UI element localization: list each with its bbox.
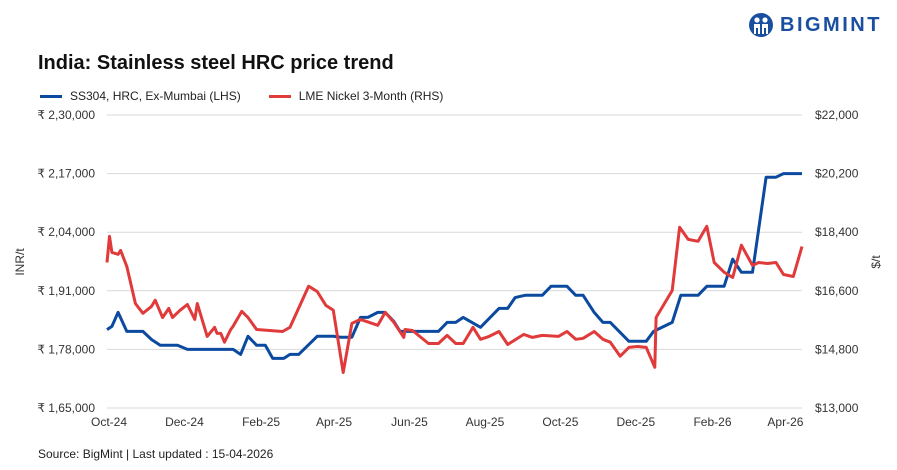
y-tick-right: $16,600 — [815, 284, 859, 298]
y-axis-right-label: $/t — [869, 255, 883, 269]
series-line-lme-nickel — [105, 224, 804, 374]
x-tick: Oct-25 — [542, 415, 578, 429]
y-tick-right: $22,000 — [815, 108, 859, 122]
y-tick-left: ₹ 1,91,000 — [37, 284, 95, 298]
y-tick-left: ₹ 1,78,000 — [37, 342, 95, 356]
y-tick-right: $20,200 — [815, 167, 859, 181]
legend-swatch-lme-nickel — [268, 94, 291, 98]
y-tick-left: ₹ 2,04,000 — [37, 225, 95, 239]
series-line-ss304 — [106, 172, 802, 360]
x-tick: Apr-25 — [316, 415, 352, 429]
y-tick-left: ₹ 2,30,000 — [37, 108, 95, 122]
x-tick: Aug-25 — [466, 415, 505, 429]
legend-swatch-ss304 — [40, 94, 62, 98]
bigmint-logo-text: BIGMINT — [780, 13, 882, 36]
source-note: Source: BigMint | Last updated : 15-04-2… — [38, 447, 274, 461]
x-tick: Feb-25 — [242, 415, 280, 429]
y-tick-left: ₹ 2,17,000 — [37, 167, 95, 181]
bigmint-logo: BIGMINT — [748, 12, 882, 38]
legend: SS304, HRC, Ex-Mumbai (LHS) LME Nickel 3… — [40, 89, 443, 103]
x-tick: Apr-26 — [767, 415, 803, 429]
x-tick: Feb-26 — [693, 415, 731, 429]
chart-title: India: Stainless steel HRC price trend — [38, 52, 394, 74]
x-tick: Oct-24 — [91, 415, 127, 429]
x-tick: Dec-24 — [165, 415, 204, 429]
y-tick-right: $14,800 — [815, 342, 859, 356]
legend-label-ss304: SS304, HRC, Ex-Mumbai (LHS) — [70, 89, 241, 103]
y-tick-right: $18,400 — [815, 225, 859, 239]
x-tick: Dec-25 — [616, 415, 655, 429]
y-tick-right: $13,000 — [815, 401, 859, 415]
x-tick: Jun-25 — [391, 415, 428, 429]
legend-label-lme-nickel: LME Nickel 3-Month (RHS) — [298, 89, 444, 103]
y-axis-left-label: INR/t — [13, 248, 27, 276]
bigmint-logo-icon — [749, 13, 773, 37]
legend-item-lme-nickel: LME Nickel 3-Month (RHS) — [268, 89, 444, 103]
legend-item-ss304: SS304, HRC, Ex-Mumbai (LHS) — [40, 89, 241, 103]
y-tick-left: ₹ 1,65,000 — [37, 401, 95, 415]
